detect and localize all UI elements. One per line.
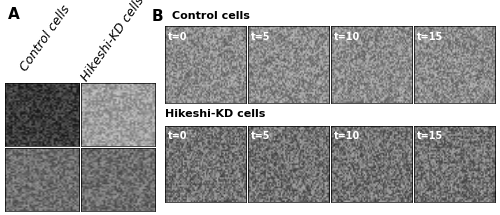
Text: Hikeshi-KD cells: Hikeshi-KD cells — [79, 0, 148, 83]
Text: t=5: t=5 — [251, 131, 270, 141]
Text: t=0: t=0 — [168, 32, 188, 42]
Text: A: A — [8, 7, 20, 22]
Text: t=0: t=0 — [168, 131, 188, 141]
Text: Control cells: Control cells — [172, 11, 250, 21]
Text: t=5: t=5 — [251, 32, 270, 42]
Text: t=15: t=15 — [417, 131, 443, 141]
Text: Hikeshi-KD cells: Hikeshi-KD cells — [165, 109, 266, 119]
Text: Control cells: Control cells — [18, 3, 73, 74]
Text: t=15: t=15 — [417, 32, 443, 42]
Text: B: B — [152, 9, 164, 24]
Text: t=10: t=10 — [334, 131, 360, 141]
Text: t=10: t=10 — [334, 32, 360, 42]
